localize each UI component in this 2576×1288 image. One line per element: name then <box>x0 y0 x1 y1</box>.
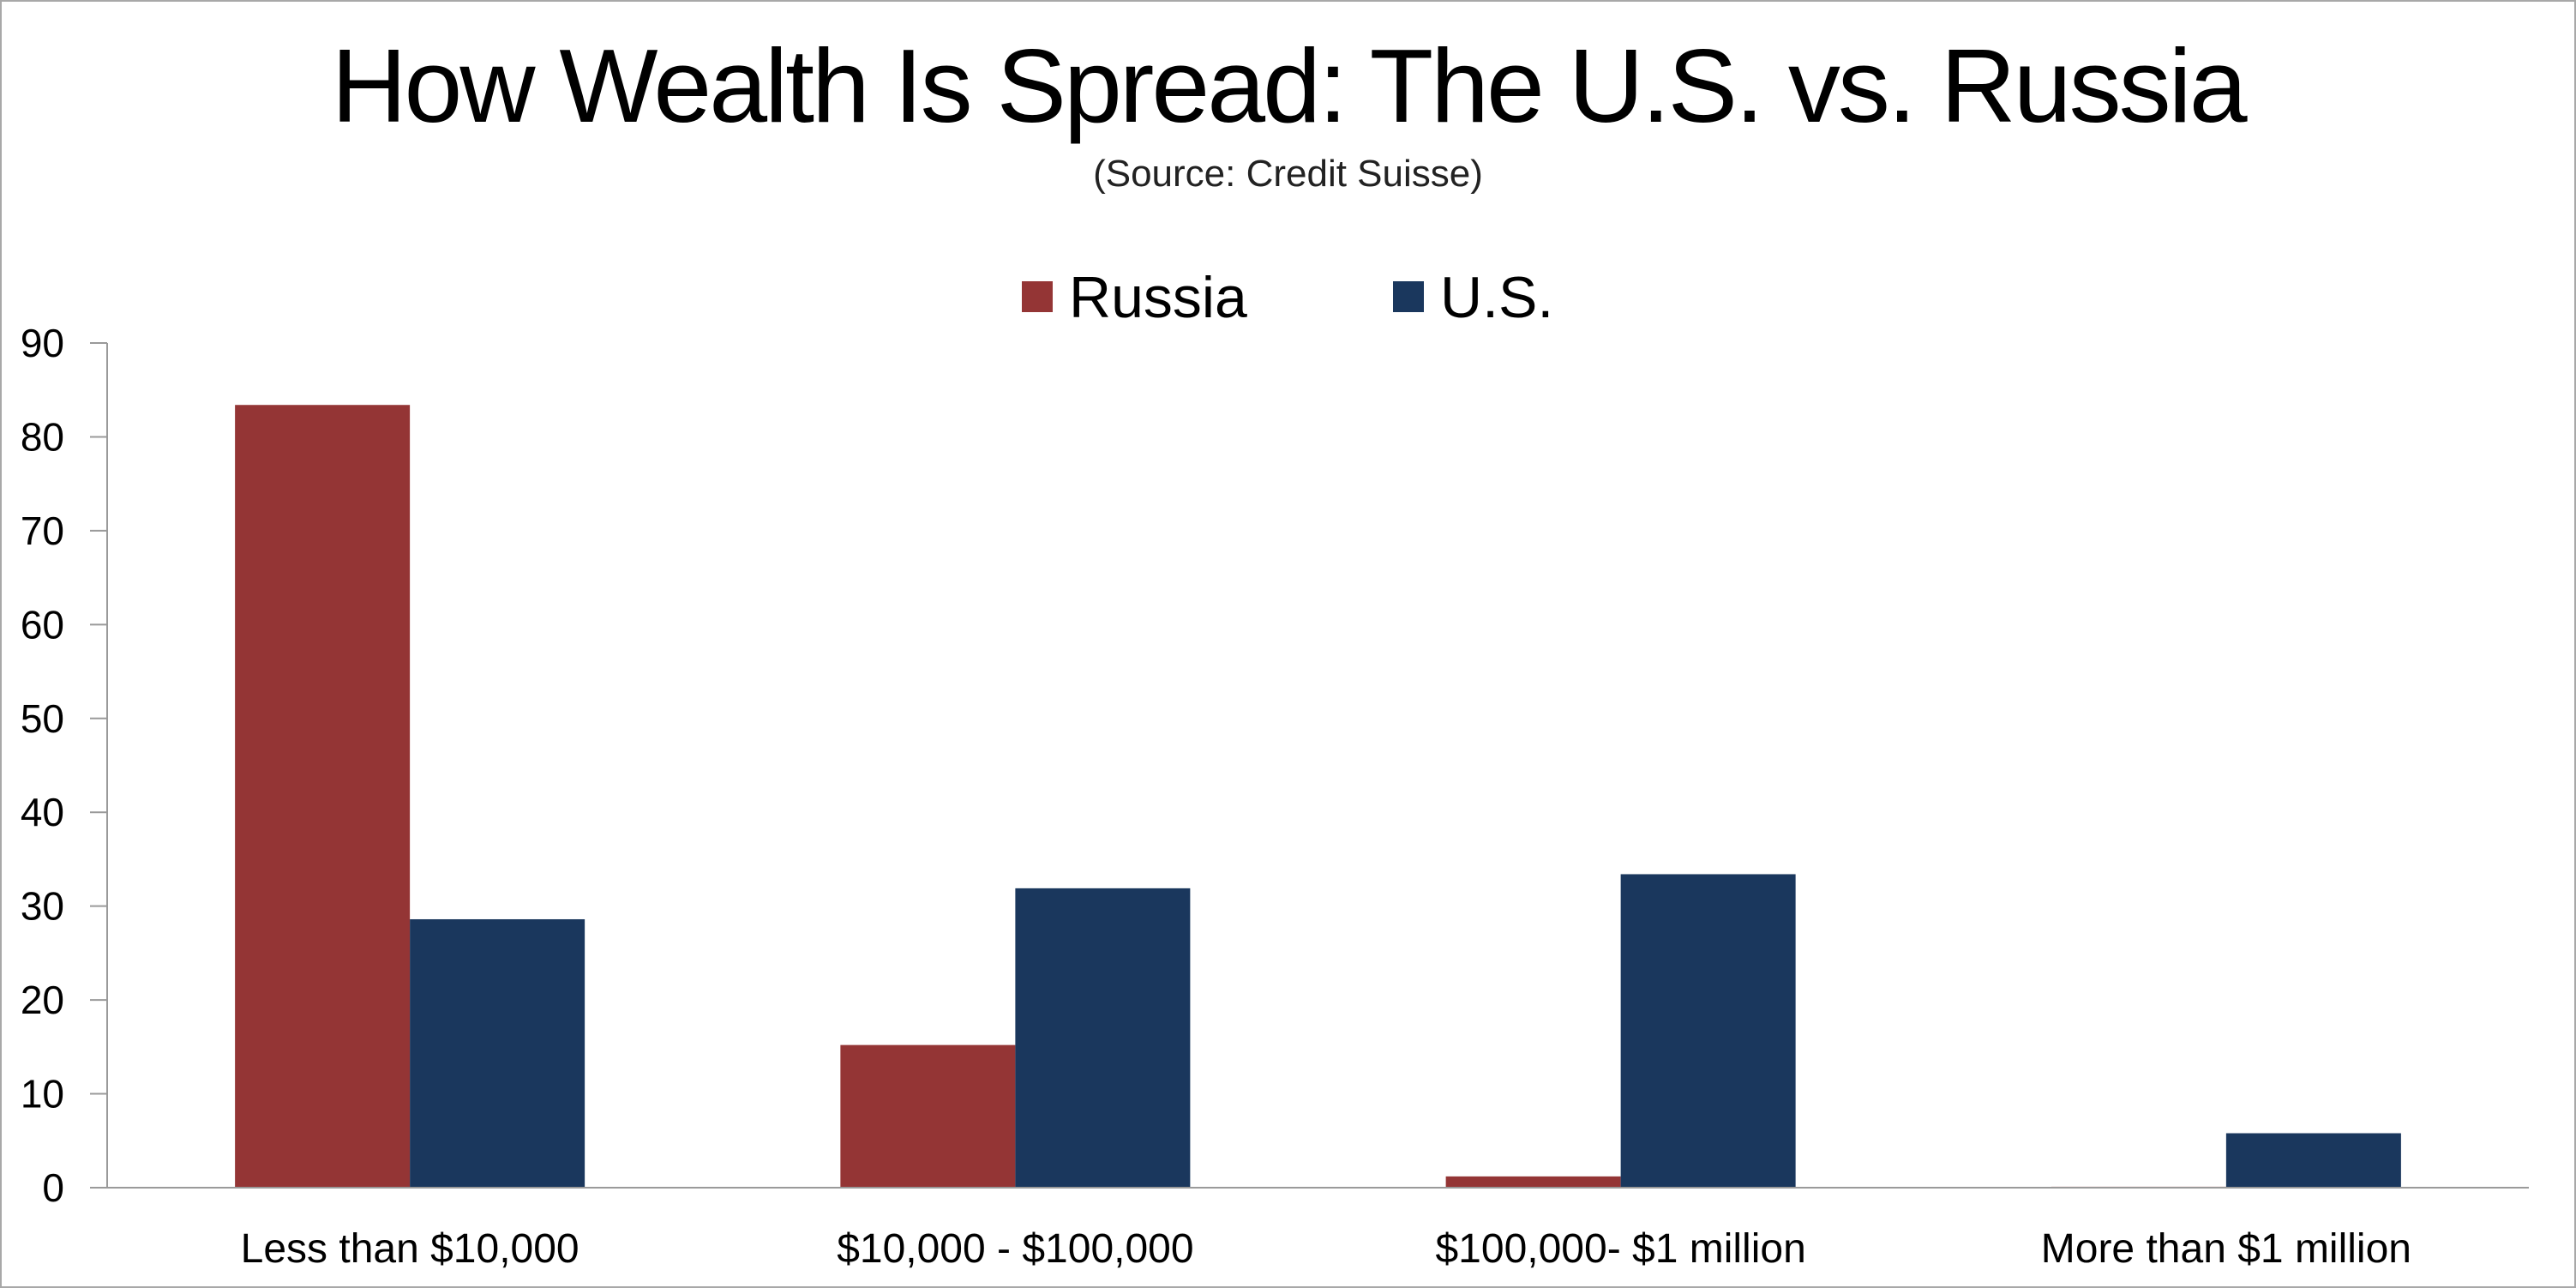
bar-us <box>1015 888 1191 1188</box>
bar-russia <box>1445 1176 1621 1188</box>
x-tick-label: $100,000- $1 million <box>1435 1226 1805 1272</box>
y-tick-label: 20 <box>21 978 64 1022</box>
y-tick-label: 80 <box>21 414 64 459</box>
x-tick-label: More than $1 million <box>2041 1226 2411 1272</box>
legend-label: Russia <box>1069 265 1247 330</box>
chart-title: How Wealth Is Spread: The U.S. vs. Russi… <box>331 27 2247 144</box>
y-tick-label: 0 <box>42 1165 64 1210</box>
y-tick-label: 10 <box>21 1072 64 1116</box>
bar-russia <box>235 405 411 1188</box>
y-tick-label: 90 <box>21 321 64 365</box>
y-tick-label: 40 <box>21 790 64 834</box>
x-tick-label: $10,000 - $100,000 <box>837 1226 1193 1272</box>
legend-swatch <box>1393 281 1424 312</box>
y-tick-label: 50 <box>21 696 64 741</box>
y-tick-label: 30 <box>21 884 64 929</box>
bar-us <box>2225 1133 2401 1188</box>
bar-us <box>1620 874 1796 1188</box>
y-tick-label: 70 <box>21 509 64 553</box>
bar-us <box>410 918 585 1188</box>
bar-russia <box>840 1044 1016 1188</box>
legend-label: U.S. <box>1440 265 1553 330</box>
chart-subtitle: (Source: Credit Suisse) <box>1093 153 1483 195</box>
x-tick-label: Less than $10,000 <box>241 1226 579 1272</box>
y-tick-label: 60 <box>21 602 64 647</box>
legend-swatch <box>1022 281 1053 312</box>
